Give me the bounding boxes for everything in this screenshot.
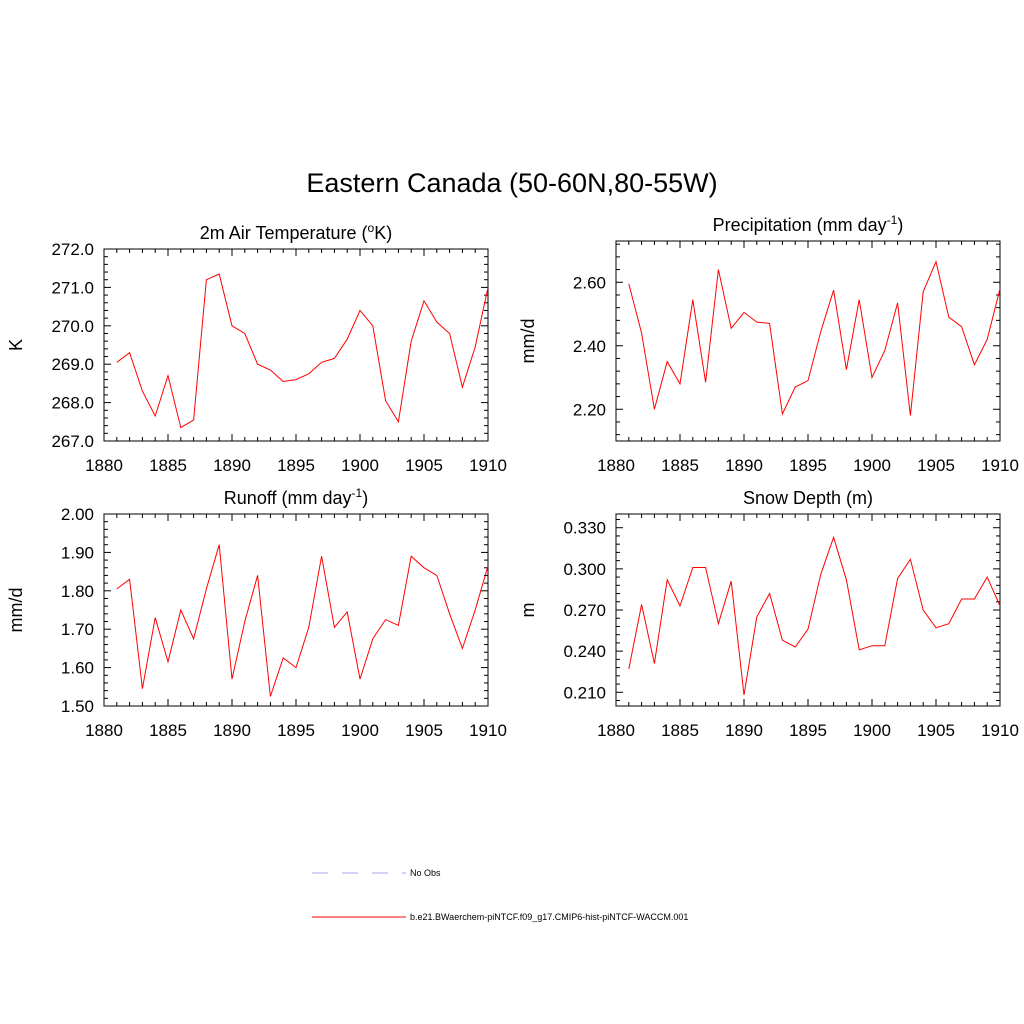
x-tick-label: 1910 — [981, 721, 1019, 740]
x-tick-label: 1880 — [85, 721, 123, 740]
x-tick-label: 1895 — [277, 456, 315, 475]
x-tick-label: 1890 — [725, 721, 763, 740]
plot-frame — [103, 513, 489, 707]
plot-frame — [615, 240, 1001, 442]
series-line — [116, 544, 489, 697]
y-tick-label: 271.0 — [51, 278, 94, 297]
x-tick-label: 1910 — [469, 721, 507, 740]
x-tick-label: 1890 — [213, 456, 251, 475]
y-axis-label: m — [518, 603, 538, 618]
subplot-title: Precipitation (mm day-1) — [713, 213, 904, 235]
panel-1: 1880 1885 1890 1895 1900 1905 1910 267.0 268.0 26… — [6, 221, 507, 475]
x-tick-label: 1900 — [341, 721, 379, 740]
legend-label-1: No Obs — [410, 868, 441, 878]
x-tick-label: 1880 — [597, 721, 635, 740]
x-tick-label: 1885 — [149, 456, 187, 475]
x-tick-label: 1890 — [725, 456, 763, 475]
y-axis-label: K — [6, 339, 26, 351]
y-tick-label: 0.210 — [563, 683, 606, 702]
subplot-title: Runoff (mm day-1) — [224, 486, 368, 508]
panel-2: 1880 1885 1890 1895 1900 1905 1910 2.20 2.40 2.60… — [518, 213, 1019, 475]
y-tick-label: 1.80 — [61, 582, 94, 601]
y-tick-label: 1.90 — [61, 543, 94, 562]
x-tick-label: 1905 — [405, 456, 443, 475]
x-tick-label: 1880 — [85, 456, 123, 475]
plot-frame — [103, 248, 489, 442]
y-tick-label: 2.60 — [573, 273, 606, 292]
figure-title: Eastern Canada (50-60N,80-55W) — [306, 168, 718, 198]
x-tick-label: 1890 — [213, 721, 251, 740]
x-tick-label: 1905 — [917, 456, 955, 475]
panel-4: 1880 1885 1890 1895 1900 1905 1910 0.210 0.240 0.… — [518, 488, 1019, 740]
x-tick-label: 1905 — [405, 721, 443, 740]
x-tick-label: 1880 — [597, 456, 635, 475]
y-axis-label: mm/d — [6, 588, 26, 633]
y-axis-label: mm/d — [518, 319, 538, 364]
x-tick-label: 1895 — [277, 721, 315, 740]
y-tick-label: 268.0 — [51, 394, 94, 413]
y-tick-label: 1.70 — [61, 620, 94, 639]
y-tick-label: 267.0 — [51, 432, 94, 451]
y-tick-label: 0.330 — [563, 519, 606, 538]
y-tick-label: 2.20 — [573, 400, 606, 419]
y-tick-label: 272.0 — [51, 240, 94, 259]
plot-frame — [615, 513, 1001, 707]
x-tick-label: 1900 — [853, 456, 891, 475]
series-line — [116, 273, 489, 429]
subplot-title: 2m Air Temperature (oK) — [200, 221, 392, 243]
x-tick-label: 1885 — [149, 721, 187, 740]
x-tick-label: 1910 — [469, 456, 507, 475]
y-tick-label: 0.270 — [563, 601, 606, 620]
y-tick-label: 1.50 — [61, 697, 94, 716]
x-tick-label: 1895 — [789, 456, 827, 475]
y-tick-label: 269.0 — [51, 355, 94, 374]
y-tick-label: 270.0 — [51, 317, 94, 336]
series-line — [628, 259, 1001, 416]
y-tick-label: 2.40 — [573, 337, 606, 356]
y-tick-label: 0.240 — [563, 642, 606, 661]
legend-label-2: b.e21.BWaerchem-piNTCF.f09_g17.CMIP6-his… — [410, 912, 688, 922]
x-tick-label: 1900 — [853, 721, 891, 740]
series-line — [628, 535, 1001, 696]
y-tick-label: 1.60 — [61, 659, 94, 678]
x-tick-label: 1885 — [661, 721, 699, 740]
legend: No Obs b.e21.BWaerchem-piNTCF.f09_g17.CMI… — [312, 868, 688, 922]
x-tick-label: 1910 — [981, 456, 1019, 475]
panel-3: 1880 1885 1890 1895 1900 1905 1910 1.50 1.60 1.70… — [6, 486, 507, 740]
x-tick-label: 1900 — [341, 456, 379, 475]
x-tick-label: 1885 — [661, 456, 699, 475]
subplot-title: Snow Depth (m) — [743, 488, 873, 508]
x-tick-label: 1905 — [917, 721, 955, 740]
x-tick-label: 1895 — [789, 721, 827, 740]
y-tick-label: 0.300 — [563, 560, 606, 579]
y-tick-label: 2.00 — [61, 505, 94, 524]
